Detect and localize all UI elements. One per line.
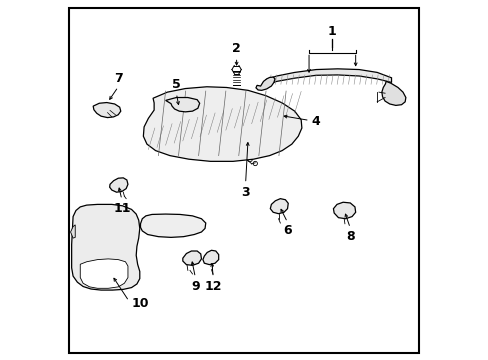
- Circle shape: [212, 121, 219, 128]
- Circle shape: [392, 99, 396, 102]
- Polygon shape: [109, 178, 128, 192]
- Text: 9: 9: [191, 280, 199, 293]
- Bar: [190, 101, 194, 110]
- Text: 7: 7: [114, 72, 122, 85]
- Circle shape: [247, 157, 252, 162]
- Circle shape: [179, 127, 187, 136]
- Text: 11: 11: [113, 202, 130, 215]
- Polygon shape: [270, 199, 287, 214]
- Bar: [79, 236, 90, 245]
- Circle shape: [267, 81, 270, 84]
- Polygon shape: [143, 87, 301, 161]
- Polygon shape: [70, 225, 75, 238]
- Polygon shape: [265, 69, 391, 85]
- Polygon shape: [72, 204, 140, 290]
- Circle shape: [269, 79, 272, 82]
- Bar: [110, 236, 121, 245]
- Circle shape: [185, 115, 195, 125]
- Bar: [212, 129, 226, 139]
- Circle shape: [389, 93, 395, 99]
- Bar: [174, 101, 179, 110]
- Bar: [182, 101, 186, 110]
- Circle shape: [100, 271, 107, 279]
- Polygon shape: [165, 98, 199, 112]
- Circle shape: [96, 267, 112, 283]
- Text: 6: 6: [283, 225, 291, 238]
- Bar: [230, 129, 244, 140]
- Bar: [110, 252, 121, 262]
- Text: 2: 2: [232, 42, 241, 55]
- Polygon shape: [140, 214, 205, 237]
- Polygon shape: [333, 202, 355, 219]
- Polygon shape: [80, 259, 128, 288]
- Bar: [187, 219, 198, 230]
- Polygon shape: [255, 77, 274, 90]
- Bar: [94, 236, 106, 245]
- Text: 8: 8: [346, 230, 354, 243]
- Bar: [159, 220, 169, 231]
- Circle shape: [243, 149, 249, 155]
- Circle shape: [240, 126, 248, 135]
- Text: 5: 5: [172, 78, 181, 91]
- Bar: [173, 220, 184, 231]
- Text: 3: 3: [241, 186, 249, 199]
- Polygon shape: [93, 103, 121, 118]
- Circle shape: [395, 93, 399, 96]
- Polygon shape: [381, 81, 405, 105]
- Bar: [79, 252, 90, 262]
- Bar: [144, 219, 155, 230]
- Text: 4: 4: [311, 115, 320, 128]
- Bar: [194, 129, 208, 138]
- Circle shape: [253, 161, 257, 166]
- Text: 10: 10: [131, 297, 149, 310]
- Circle shape: [262, 82, 266, 86]
- Circle shape: [163, 119, 175, 130]
- Text: 1: 1: [327, 25, 336, 39]
- Text: 12: 12: [204, 280, 222, 293]
- Bar: [94, 252, 106, 262]
- Polygon shape: [203, 250, 218, 265]
- Polygon shape: [183, 251, 201, 265]
